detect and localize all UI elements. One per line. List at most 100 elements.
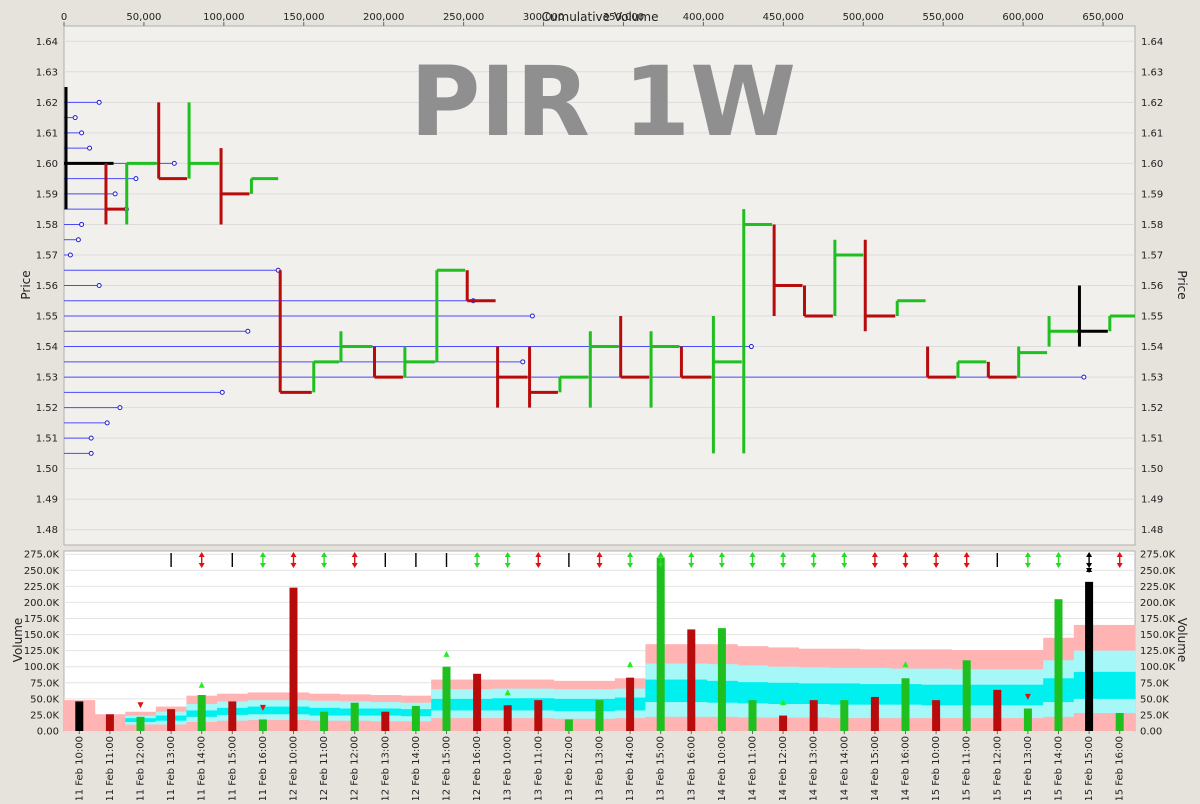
volume-tick-label-right: 25.0K <box>1140 710 1169 721</box>
volume-profile-marker <box>67 252 73 258</box>
volume-bar <box>901 678 910 731</box>
price-tick-label-right: 1.50 <box>1141 464 1163 475</box>
x-tick-label: 600,000 <box>1002 12 1043 23</box>
volume-tick-label-left: 75.0K <box>30 678 59 689</box>
signal-arrow-down <box>841 563 848 568</box>
volume-bar <box>962 660 971 731</box>
volume-bar <box>687 629 696 731</box>
volume-tick-label-left: 250.0K <box>24 566 60 577</box>
volume-tick-label-left: 0.00 <box>37 727 59 738</box>
signal-arrow-down <box>198 563 205 568</box>
signal-arrow-up <box>474 552 481 557</box>
signal-arrow-up <box>718 552 725 557</box>
price-tick-label-right: 1.52 <box>1141 403 1163 414</box>
volume-bar <box>75 701 84 731</box>
volume-profile-marker <box>245 328 251 334</box>
volume-profile-marker <box>72 115 78 121</box>
signal-arrow-up <box>351 552 358 557</box>
volume-bar <box>656 557 665 731</box>
volume-profile-marker <box>75 237 81 243</box>
volume-bar <box>228 701 237 731</box>
signal-arrow-down <box>688 563 695 568</box>
price-tick-label-right: 1.61 <box>1141 128 1163 139</box>
price-bars <box>64 87 1135 454</box>
volume-bar <box>626 677 635 731</box>
price-tick-label-left: 1.49 <box>36 495 58 506</box>
volume-profile-marker <box>748 344 754 350</box>
category-label: 15 Feb 10:00 <box>931 736 942 800</box>
x-tick-label: 100,000 <box>203 12 244 23</box>
category-label: 11 Feb 10:00 <box>74 736 85 800</box>
axes: 1.48 1.48 1.49 1.49 1.50 1.50 1.51 1.51 1.52 1.52… <box>24 12 1176 802</box>
price-tick-label-left: 1.64 <box>36 37 58 48</box>
volume-profile-marker <box>88 450 94 456</box>
signal-arrow-up <box>963 552 970 557</box>
category-label: 14 Feb 12:00 <box>778 736 789 800</box>
volume-bar <box>840 700 849 731</box>
signal-arrow-down <box>1086 563 1093 568</box>
category-label: 15 Feb 12:00 <box>992 736 1003 800</box>
signal-arrow-down <box>351 563 358 568</box>
volume-profile-marker <box>1081 374 1087 380</box>
price-tick-label-left: 1.53 <box>36 373 58 384</box>
signal-arrow-up <box>504 552 511 557</box>
category-label: 14 Feb 13:00 <box>809 736 820 800</box>
signal-arrow-up <box>627 552 634 557</box>
category-label: 11 Feb 11:00 <box>105 736 116 800</box>
volume-marker <box>627 661 634 668</box>
x-tick-label: 0 <box>61 12 67 23</box>
price-tick-label-right: 1.49 <box>1141 495 1163 506</box>
signal-arrow-down <box>871 563 878 568</box>
price-tick-label-right: 1.57 <box>1141 250 1163 261</box>
volume-bar <box>779 715 788 731</box>
volume-tick-label-right: 225.0K <box>1140 582 1176 593</box>
volume-tick-label-left: 200.0K <box>24 598 60 609</box>
price-tick-label-right: 1.58 <box>1141 220 1163 231</box>
category-label: 11 Feb 15:00 <box>227 736 238 800</box>
volume-bar <box>320 711 329 731</box>
volume-profile <box>64 99 1087 456</box>
x-axis-title: Cumulative Volume <box>542 10 659 24</box>
volume-profile-marker <box>219 389 225 395</box>
signal-arrow-down <box>259 563 266 568</box>
price-tick-label-left: 1.52 <box>36 403 58 414</box>
price-axis-title-left: Price <box>19 270 33 299</box>
signal-arrow-down <box>780 563 787 568</box>
price-tick-label-right: 1.56 <box>1141 281 1163 292</box>
volume-tick-label-right: 175.0K <box>1140 614 1176 625</box>
category-label: 12 Feb 13:00 <box>380 736 391 800</box>
signal-arrow-down <box>902 563 909 568</box>
volume-bar <box>809 700 818 731</box>
signal-arrow-up <box>1086 552 1093 557</box>
volume-profile-marker <box>96 283 102 288</box>
volume-marker <box>504 689 511 696</box>
category-label: 15 Feb 16:00 <box>1115 736 1126 800</box>
signal-arrow-up <box>902 552 909 557</box>
volume-bar <box>534 700 543 731</box>
price-tick-label-left: 1.63 <box>36 67 58 78</box>
volume-bar <box>1115 713 1124 731</box>
volume-bar <box>381 711 390 731</box>
volume-bar <box>993 689 1002 731</box>
signal-arrow-down <box>1055 563 1062 568</box>
signal-arrow-up <box>688 552 695 557</box>
signal-arrow-down-extra <box>1086 568 1093 573</box>
price-tick-label-right: 1.53 <box>1141 373 1163 384</box>
x-tick-label: 550,000 <box>922 12 963 23</box>
signal-arrow-up <box>657 552 664 557</box>
volume-tick-label-right: 75.0K <box>1140 678 1169 689</box>
volume-marker <box>902 661 909 668</box>
category-label: 11 Feb 16:00 <box>258 736 269 800</box>
x-tick-label: 450,000 <box>763 12 804 23</box>
volume-bar <box>1085 581 1094 731</box>
category-label: 11 Feb 12:00 <box>136 736 147 800</box>
x-tick-label: 150,000 <box>283 12 324 23</box>
x-tick-label: 300,000 <box>523 12 564 23</box>
volume-axis-title-right: Volume <box>1175 618 1189 663</box>
price-tick-label-left: 1.61 <box>36 128 58 139</box>
volume-tick-label-left: 50.0K <box>30 694 59 705</box>
signal-arrow-down <box>504 563 511 568</box>
volume-marker <box>780 699 787 706</box>
